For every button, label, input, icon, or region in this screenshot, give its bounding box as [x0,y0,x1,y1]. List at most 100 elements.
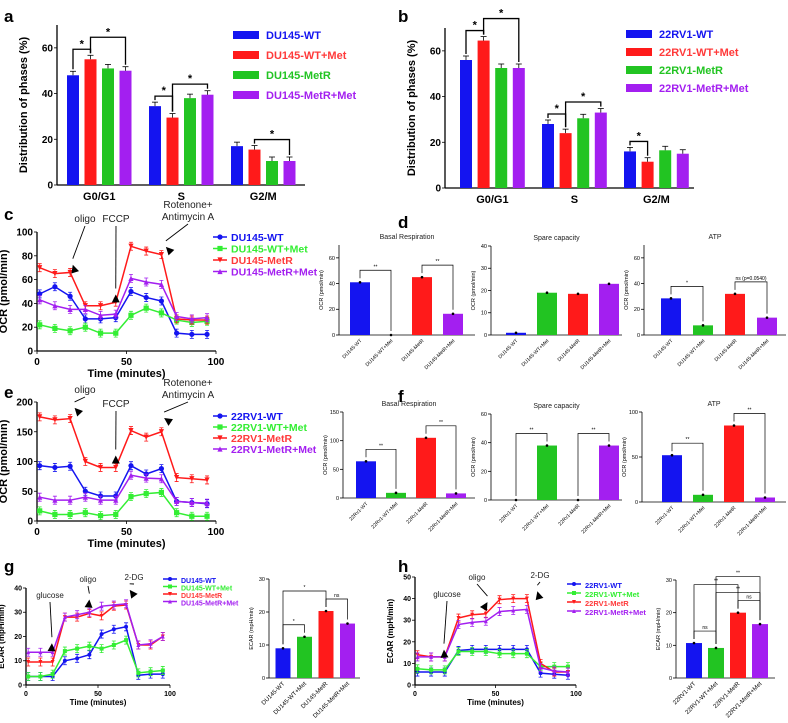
annotation-arrow-line [165,223,189,242]
legend-swatch [626,84,652,92]
data-point [281,647,285,650]
marker-circle [67,463,73,469]
marker-square [442,667,447,672]
data-point [736,611,740,614]
data-point [701,493,705,497]
marker-triangle-up [26,650,31,655]
marker-triangle-up [97,497,104,503]
x-category-label: DU145-MetR [714,338,739,363]
x-category-label: 22Rv1-MetR [405,501,429,525]
significance-bracket [671,442,704,491]
marker-triangle-down [67,269,73,276]
significance-label: ** [686,437,690,443]
marker-triangle-down [168,592,172,596]
marker-triangle-up [497,609,502,614]
y-axis-label: ECAR (mpH/min) [249,607,255,650]
bar-22RV1-MetR [730,612,746,678]
marker-triangle-down [38,659,43,664]
legend-label: DU145-WT [266,30,321,42]
y-axis-label: ECAR (mpH/min) [656,608,662,651]
marker-triangle-up [67,497,73,503]
bar-22Rv1-MetR+Met [446,493,466,498]
marker-triangle-up [158,281,165,287]
bar-DU145-MetR+Met [340,623,355,678]
y-tick-label: 0 [484,498,487,504]
y-tick-label: 20 [329,307,335,313]
marker-triangle-up [37,494,43,500]
y-axis-label: Distribution of phases (%) [18,37,30,174]
bar-DU145-MetR+Met [119,70,132,185]
y-tick-label: 0 [484,333,487,339]
x-category-label: 22Rv1-WT+Met [370,501,400,531]
y-tick-label: 40 [329,281,335,287]
significance-label: * [162,85,167,97]
bar-22RV1-WT [624,151,636,188]
chart-h-12: 0 10 20 30 40 50 ECAR (mpH/min) 0 50 100 Time (min… [386,571,646,707]
significance-label: * [581,91,586,103]
significance-label: * [80,38,85,50]
significance-label: ns [746,595,752,601]
chart-d-5: 0 20 40 60 OCR (pmol/min) ATP DU145-WT DU145-WT… [624,234,786,371]
legend-label: DU145-WT+Met [181,586,233,593]
marker-square [158,310,165,316]
significance-bracket [253,138,291,155]
annotation-label: FCCP [102,214,130,225]
marker-square [415,666,420,671]
significance-bracket [629,140,649,156]
marker-triangle-up [552,668,557,673]
y-tick-label: 10 [259,643,265,649]
x-category-label: DU145-MetR [401,338,426,363]
marker-triangle-up [75,612,80,617]
marker-triangle-down [37,265,43,271]
y-tick-label: 50 [632,455,638,461]
marker-triangle-up [124,601,129,606]
y-tick-label: 60 [42,43,54,54]
x-axis-label: Time (minutes) [70,698,127,707]
annotation-label: Rotenone+ [163,200,212,211]
marker-triangle-up [128,472,134,478]
annotation-label: FCCP [102,399,130,410]
panel-label-b: b [398,7,408,26]
marker-triangle-down [143,434,149,440]
marker-triangle-up [50,650,55,655]
significance-label: * [304,585,306,591]
x-tick-label: 0 [24,691,28,698]
legend-label: 22RV1-WT [659,29,713,41]
significance-bracket [171,83,209,112]
y-tick-label: 30 [259,577,265,583]
marker-square [37,508,43,514]
annotation-arrow-line [72,225,86,259]
arrow-head-icon [84,599,93,608]
bar-22Rv1-WT+Met [693,494,713,502]
bar-22Rv1-MetR+Met [599,445,619,500]
bar-DU145-MetR+Met [599,283,619,335]
legend-swatch [626,66,652,74]
y-tick-label: 0 [332,333,335,339]
marker-triangle-up [82,306,88,312]
bar-22RV1-MetR+Met [676,153,689,188]
x-category-label: DU145-WT+Met [365,338,395,368]
series-line-DU145-WT+Met [39,307,208,334]
annotation-arrow-line [443,600,448,644]
bar-DU145-MetR+Met [443,313,463,335]
y-tick-label: 40 [14,585,22,592]
bar-22Rv1-MetR [416,437,436,498]
marker-square [456,649,461,654]
data-point [714,646,718,650]
significance-bracket [715,576,761,644]
bar-DU145-WT [67,75,79,185]
significance-bracket [733,413,766,494]
significance-bracket [515,433,548,496]
y-tick-label: 60 [22,275,34,286]
legend-label: DU145-MetR+Met [231,267,318,279]
y-tick-label: 150 [330,410,339,416]
legend-label: 22RV1-WT [585,581,622,590]
y-tick-label: 150 [16,427,33,438]
chart-b-1: 0 20 40 60 Distribution of phases (%) G0/G1 S G… [406,8,749,206]
legend-label: 22RV1-WT [231,411,283,423]
legend-label: DU145-MetR+Met [266,90,356,102]
x-category-label: 22Rv1-WT+Met [677,505,707,535]
marker-triangle-down [456,616,461,621]
marker-square [97,513,104,519]
